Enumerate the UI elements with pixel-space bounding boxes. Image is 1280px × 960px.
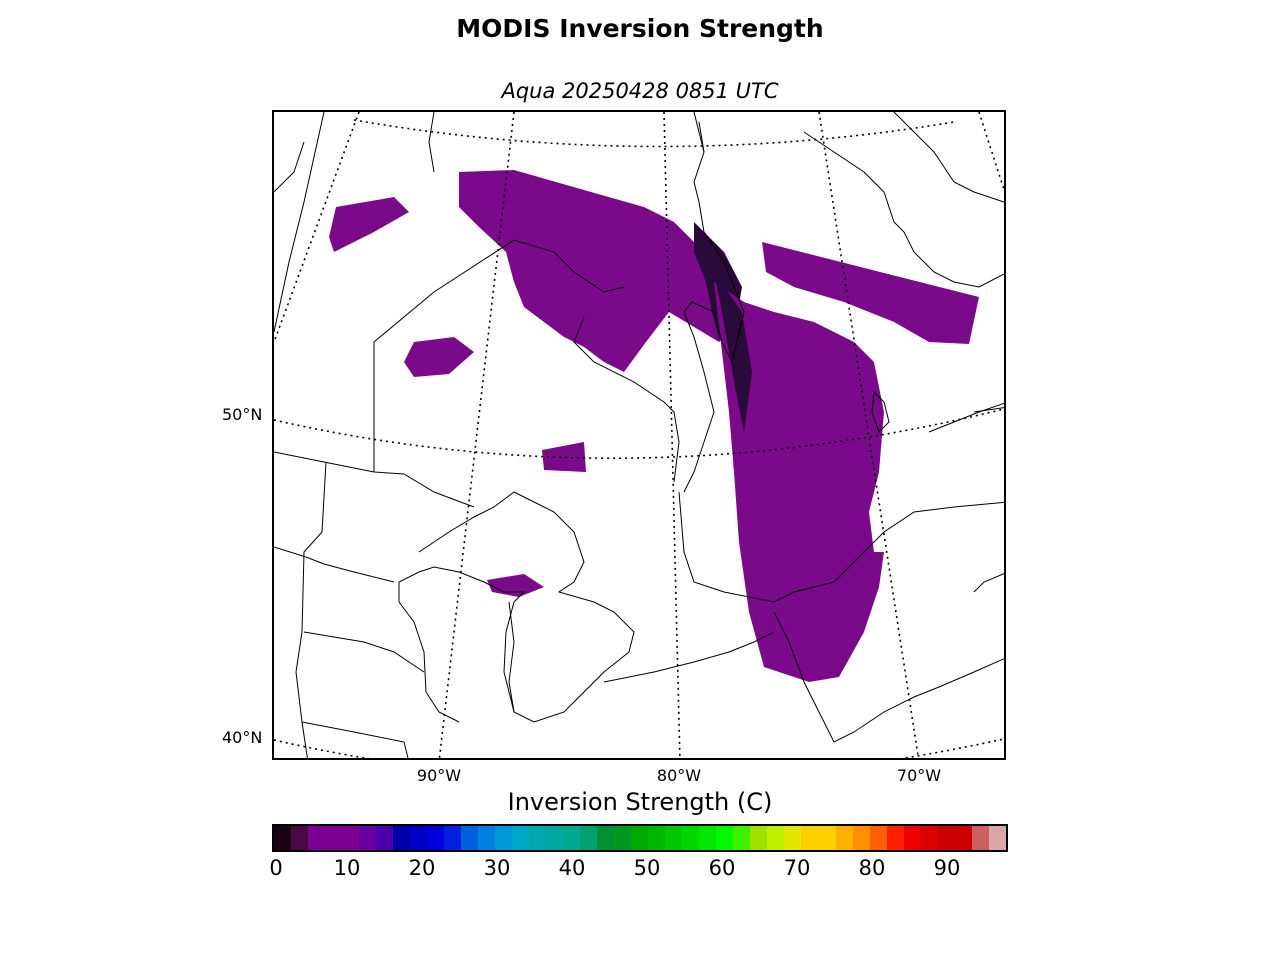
colorbar-segment bbox=[461, 826, 479, 850]
colorbar-tick: 0 bbox=[269, 856, 283, 880]
colorbar-segment bbox=[614, 826, 632, 850]
graticule-layer bbox=[274, 112, 1004, 758]
colorbar-segment bbox=[444, 826, 462, 850]
meridian-90w bbox=[438, 112, 515, 758]
colorbar-segment bbox=[342, 826, 360, 850]
colorbar-segment bbox=[733, 826, 751, 850]
colorbar-tick: 60 bbox=[708, 856, 736, 880]
colorbar-tick: 90 bbox=[933, 856, 961, 880]
colorbar-segment bbox=[716, 826, 734, 850]
lon-label-80w: 80°W bbox=[656, 766, 702, 785]
colorbar-segment bbox=[886, 826, 904, 850]
map-panel bbox=[272, 110, 1006, 760]
colorbar-segment bbox=[359, 826, 377, 850]
colorbar-tick: 10 bbox=[333, 856, 361, 880]
colorbar-segment bbox=[920, 826, 938, 850]
meridian-70w bbox=[818, 112, 920, 758]
colorbar-segment bbox=[869, 826, 887, 850]
swath-east-band bbox=[714, 282, 884, 682]
colorbar-segment bbox=[818, 826, 836, 850]
colorbar-segment bbox=[291, 826, 309, 850]
colorbar-segment bbox=[495, 826, 513, 850]
colorbar-segment bbox=[376, 826, 394, 850]
meridian-100w bbox=[274, 112, 360, 343]
lon-label-70w: 70°W bbox=[896, 766, 942, 785]
colorbar-segment bbox=[580, 826, 598, 850]
colorbar-segment bbox=[750, 826, 768, 850]
colorbar-segment bbox=[937, 826, 955, 850]
parallel-60n bbox=[353, 119, 955, 148]
colorbar-segment bbox=[784, 826, 802, 850]
swath-south-patch bbox=[542, 442, 586, 472]
colorbar-segment bbox=[512, 826, 530, 850]
meridian-80w bbox=[663, 112, 681, 758]
meridian-60w bbox=[978, 112, 1004, 193]
colorbar-tick: 30 bbox=[483, 856, 511, 880]
colorbar-segment bbox=[699, 826, 717, 850]
colorbar-segment bbox=[801, 826, 819, 850]
colorbar-tick: 80 bbox=[858, 856, 886, 880]
colorbar-segment bbox=[325, 826, 343, 850]
colorbar-segment bbox=[903, 826, 921, 850]
colorbar-segment bbox=[546, 826, 564, 850]
colorbar-tick: 70 bbox=[783, 856, 811, 880]
colorbar-segment bbox=[835, 826, 853, 850]
colorbar-segment bbox=[954, 826, 972, 850]
colorbar-segment bbox=[563, 826, 581, 850]
colorbar-segment bbox=[648, 826, 666, 850]
colorbar-segment bbox=[631, 826, 649, 850]
colorbar-segment bbox=[478, 826, 496, 850]
colorbar-segment bbox=[767, 826, 785, 850]
colorbar-segment bbox=[988, 826, 1006, 850]
swath-north-central bbox=[459, 170, 744, 372]
colorbar-tick: 50 bbox=[633, 856, 661, 880]
colorbar-tick: 40 bbox=[558, 856, 586, 880]
colorbar-segment bbox=[682, 826, 700, 850]
colorbar-segment bbox=[393, 826, 411, 850]
colorbar-segment bbox=[597, 826, 615, 850]
lon-label-90w: 90°W bbox=[416, 766, 462, 785]
colorbar-segment bbox=[308, 826, 326, 850]
map-canvas bbox=[274, 112, 1004, 758]
colorbar-segment bbox=[410, 826, 428, 850]
swath-central-patch bbox=[404, 337, 474, 377]
swath-michigan-patch bbox=[487, 574, 544, 597]
colorbar-tick: 20 bbox=[408, 856, 436, 880]
colorbar-segment bbox=[665, 826, 683, 850]
colorbar-segment bbox=[427, 826, 445, 850]
parallel-40n bbox=[274, 738, 1004, 758]
inversion-data-layer bbox=[329, 170, 979, 682]
colorbar-segment bbox=[529, 826, 547, 850]
lat-label-50n: 50°N bbox=[222, 405, 263, 424]
lat-label-40n: 40°N bbox=[222, 728, 263, 747]
swath-labrador-strip bbox=[762, 242, 979, 344]
colorbar-segment bbox=[971, 826, 989, 850]
colorbar-segment bbox=[274, 826, 292, 850]
colorbar bbox=[272, 824, 1008, 852]
swath-west-patches bbox=[329, 197, 409, 252]
parallel-50n bbox=[274, 408, 1004, 460]
colorbar-segment bbox=[852, 826, 870, 850]
chart-subtitle: Aqua 20250428 0851 UTC bbox=[501, 79, 779, 103]
colorbar-label: Inversion Strength (C) bbox=[507, 788, 773, 816]
chart-title: MODIS Inversion Strength bbox=[456, 14, 824, 43]
swath-east-dark bbox=[714, 272, 752, 432]
